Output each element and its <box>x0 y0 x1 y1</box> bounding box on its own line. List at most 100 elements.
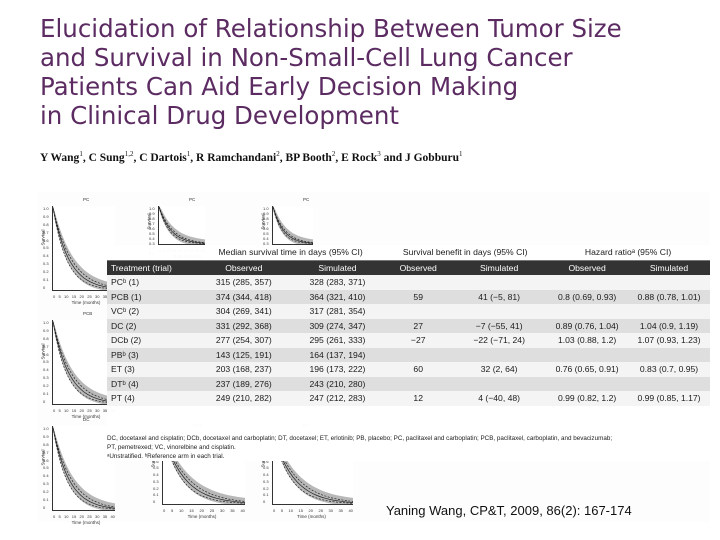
table-row: DC (2) 331 (292, 368) 309 (274, 347) 27 −7 (… <box>107 318 710 333</box>
value-cell: 12 <box>384 391 453 406</box>
km-curves <box>273 206 313 244</box>
km-plot-panel: PCB Survival 1.0 0.9 0.8 0.7 0.6 0.5 0.4 0.3 0.2 0.… <box>41 311 115 419</box>
value-cell <box>628 304 710 319</box>
value-cell <box>452 376 547 391</box>
value-cell <box>628 376 710 391</box>
km-x-tick: 10 <box>179 508 184 513</box>
km-y-tick: 0.5 <box>43 245 49 251</box>
km-y-tick: 0.1 <box>43 277 49 283</box>
km-x-tick: 20 <box>79 514 84 519</box>
sub-header-cell: Treatment (trial) <box>107 260 197 275</box>
km-confidence-band <box>159 206 205 244</box>
km-survival-curve <box>53 207 115 290</box>
km-survival-curve <box>159 206 205 244</box>
km-panel-title: PC <box>303 197 310 202</box>
km-x-tick: 40 <box>348 508 353 513</box>
value-cell: 0.99 (0.85, 1.17) <box>628 391 710 406</box>
km-y-tick: 0.2 <box>263 485 269 491</box>
km-curves <box>53 206 115 290</box>
km-x-tick: 20 <box>79 408 84 413</box>
km-y-tick: 0.4 <box>43 473 49 479</box>
author-1-aff: 1 <box>79 150 83 158</box>
table-row: DCb (2) 277 (254, 307) 295 (261, 333) −27 −2… <box>107 333 710 348</box>
value-cell: 59 <box>384 289 453 304</box>
km-survival-curve <box>53 427 115 509</box>
km-survival-curve <box>159 206 205 244</box>
km-x-tick: 0 <box>53 294 56 299</box>
km-x-tick: 5 <box>58 514 61 519</box>
km-x-tick: 10 <box>64 408 69 413</box>
author-sep: , <box>279 151 286 164</box>
value-cell: 309 (274, 347) <box>290 318 385 333</box>
value-cell: 27 <box>384 318 453 333</box>
title-line-3: Patients Can Aid Early Decision Making <box>40 72 519 101</box>
table-row: PCB (1) 374 (344, 418) 364 (321, 410) 59 41 … <box>107 289 710 304</box>
km-y-tick: 0 <box>43 504 46 510</box>
value-cell <box>384 347 453 362</box>
table-row: VCᵇ (2) 304 (269, 341) 317 (281, 354) <box>107 304 710 319</box>
sub-header-cell: Simulated <box>290 260 385 275</box>
author-5-aff: 2 <box>331 150 336 158</box>
value-cell: 0.76 (0.65, 0.91) <box>546 362 629 377</box>
km-x-tick: 35 <box>102 514 108 519</box>
value-cell: 243 (210, 280) <box>290 376 385 391</box>
km-survival-curve <box>273 433 353 502</box>
km-survival-curve <box>159 206 205 244</box>
km-y-tick: 0.6 <box>263 458 269 464</box>
km-y-tick: 0.3 <box>153 478 159 484</box>
value-cell: 1.07 (0.93, 1.23) <box>628 333 710 348</box>
table-footnotes: DC, docetaxel and cisplatin; DCb, doceta… <box>107 434 710 461</box>
author-sep: , <box>82 151 89 164</box>
sub-header-cell: Simulated <box>452 260 547 275</box>
km-curves <box>273 432 353 504</box>
km-y-tick: 0.5 <box>263 231 269 236</box>
km-y-tick: 0.1 <box>43 497 49 503</box>
group-header-row: Median survival time in days (95% CI) Su… <box>107 245 710 261</box>
km-survival-curve <box>53 427 115 508</box>
km-y-tick: 0.7 <box>149 221 155 226</box>
km-y-tick: 0.9 <box>43 327 49 333</box>
value-cell: 0.8 (0.69, 0.93) <box>546 289 629 304</box>
km-y-tick: 0.5 <box>263 465 269 471</box>
author-7-aff: 1 <box>459 150 463 158</box>
value-cell: 277 (254, 307) <box>197 333 291 348</box>
author-4: R Ramchandani <box>196 151 277 164</box>
km-x-tick: 20 <box>308 508 313 513</box>
km-y-tick: 0 <box>43 398 46 404</box>
km-y-tick: 0.4 <box>153 472 159 478</box>
author-2: C Sung <box>88 151 125 164</box>
km-y-tick: 0.2 <box>153 485 159 491</box>
footnote-line-2: PT, pemetrexed; VC, vinorelbine and cisp… <box>107 444 236 451</box>
km-plot-panel: PCSurvival1.00.90.80.70.60.50.40.30.20.1… <box>147 197 205 261</box>
km-y-tick: 0 <box>153 498 156 504</box>
km-confidence-band <box>53 426 115 510</box>
km-y-tick: 0.9 <box>43 433 49 439</box>
km-y-tick: 0.4 <box>149 236 155 241</box>
km-confidence-band <box>53 206 115 290</box>
value-cell: 0.99 (0.82, 1.2) <box>546 391 629 406</box>
km-y-tick: 0.3 <box>43 375 49 381</box>
author-6: E Rock <box>341 151 378 164</box>
value-cell: 247 (212, 283) <box>290 391 385 406</box>
value-cell <box>452 347 547 362</box>
km-panel-title: DC <box>83 417 90 422</box>
km-y-tick: 0.8 <box>43 221 49 227</box>
value-cell: 203 (168, 237) <box>197 362 291 377</box>
km-y-tick: 0.9 <box>43 213 49 219</box>
author-7: J Gobburu <box>404 151 459 164</box>
treatment-cell: ET (3) <box>107 362 197 377</box>
value-cell: 32 (2, 64) <box>452 362 547 377</box>
value-cell: 164 (137, 194) <box>290 347 385 362</box>
value-cell: 249 (210, 282) <box>197 391 291 406</box>
km-y-tick: 0 <box>43 284 46 290</box>
km-x-tick: 30 <box>94 408 100 413</box>
km-survival-curve <box>53 427 115 510</box>
km-y-ticks: 1.00.90.80.70.60.50.40.30.20.10 <box>149 206 155 261</box>
km-y-tick: 0.4 <box>263 472 269 478</box>
km-x-tick: 35 <box>102 294 108 299</box>
value-cell: 60 <box>384 362 453 377</box>
